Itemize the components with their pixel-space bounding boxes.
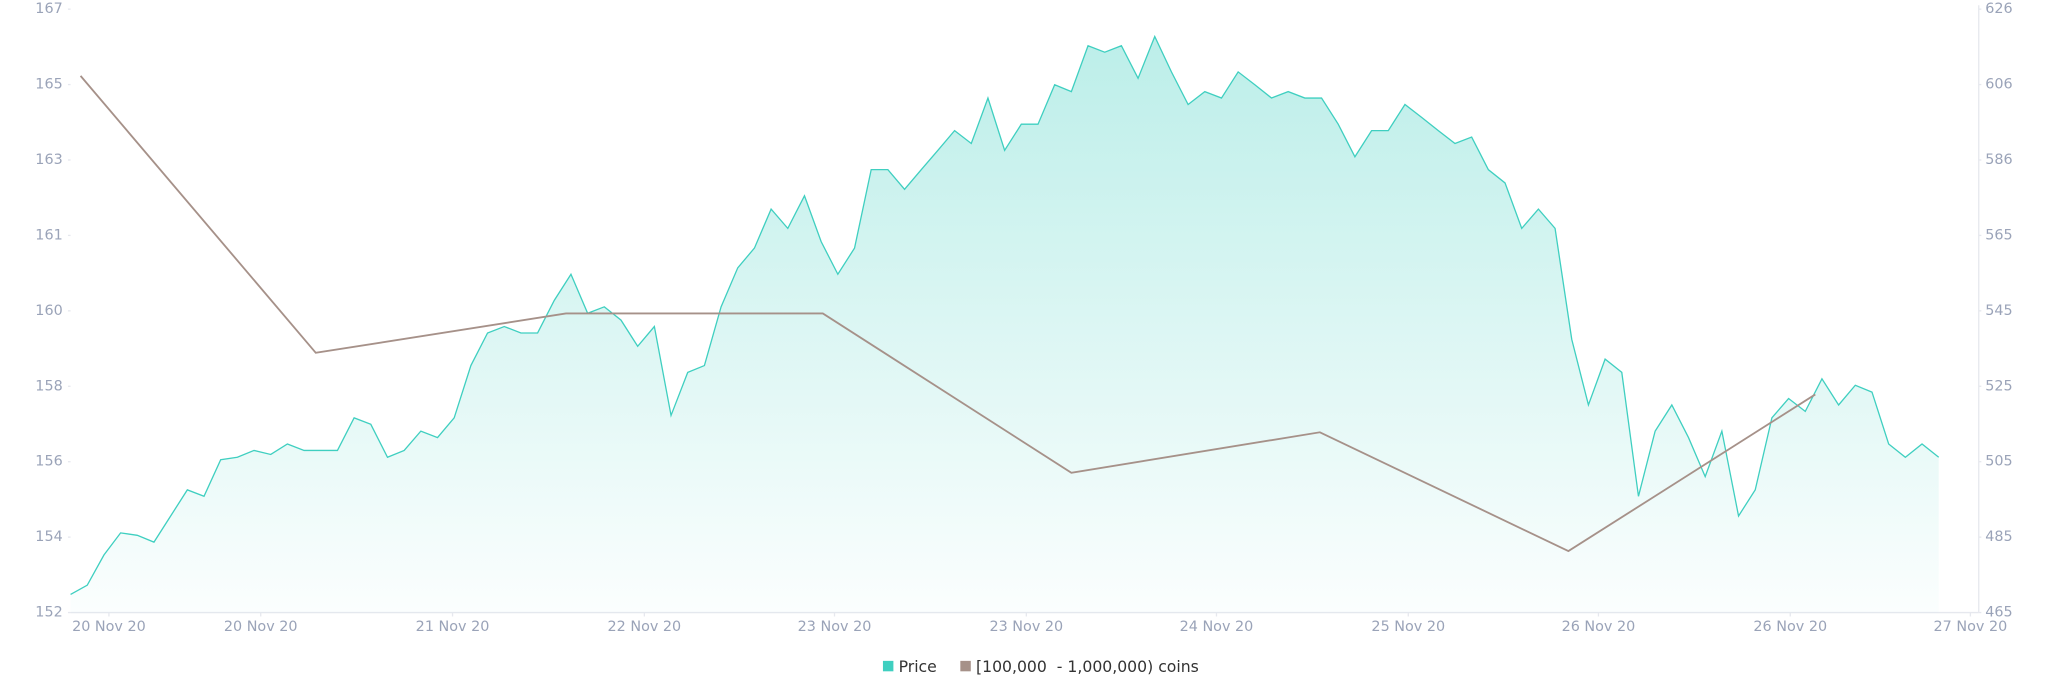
x-tick-label: 23 Nov 20 [798, 619, 872, 635]
series-line [70, 34, 1940, 596]
x-tick-label: 26 Nov 20 [1753, 619, 1827, 635]
y2-tick-label: 586 [1985, 152, 2012, 168]
y-tick-label: 152 [35, 605, 62, 621]
y-tick-label: 167 [35, 1, 62, 17]
y2-tick-label: 606 [1985, 77, 2012, 93]
price-area [70, 36, 1939, 613]
legend-swatch [960, 660, 971, 672]
y2-tick-label: 465 [1985, 605, 2012, 621]
x-tick-label: 20 Nov 20 [72, 619, 146, 635]
legend-swatch [882, 660, 894, 672]
y2-tick-label: 545 [1985, 303, 2012, 319]
y2-tick-label: 565 [1985, 227, 2012, 243]
y-tick-label: 158 [35, 378, 62, 394]
x-tick-label: 20 Nov 20 [224, 619, 298, 635]
x-tick-label: 25 Nov 20 [1371, 619, 1445, 635]
legend-label: Price [899, 657, 937, 676]
y2-tick-label: 485 [1985, 529, 2012, 545]
x-tick-label: 27 Nov 20 [1934, 619, 2008, 635]
y-tick-label: 161 [35, 227, 62, 243]
y-tick-label: 163 [35, 152, 62, 168]
y2-tick-label: 505 [1985, 454, 2012, 470]
y-tick-label: 156 [35, 454, 62, 470]
y-tick-label: 154 [35, 529, 62, 545]
x-tick-label: 26 Nov 20 [1562, 619, 1636, 635]
x-tick-label: 23 Nov 20 [989, 619, 1063, 635]
x-tick-label: 22 Nov 20 [608, 619, 682, 635]
legend-label: [100,000 - 1,000,000) coins [976, 657, 1199, 676]
y-tick-label: 165 [35, 77, 62, 93]
y2-tick-label: 525 [1985, 378, 2012, 394]
series-line [79, 75, 1816, 553]
y-tick-label: 160 [35, 303, 62, 319]
y2-tick-label: 626 [1985, 1, 2012, 17]
x-tick-label: 24 Nov 20 [1180, 619, 1254, 635]
x-tick-label: 21 Nov 20 [416, 619, 490, 635]
